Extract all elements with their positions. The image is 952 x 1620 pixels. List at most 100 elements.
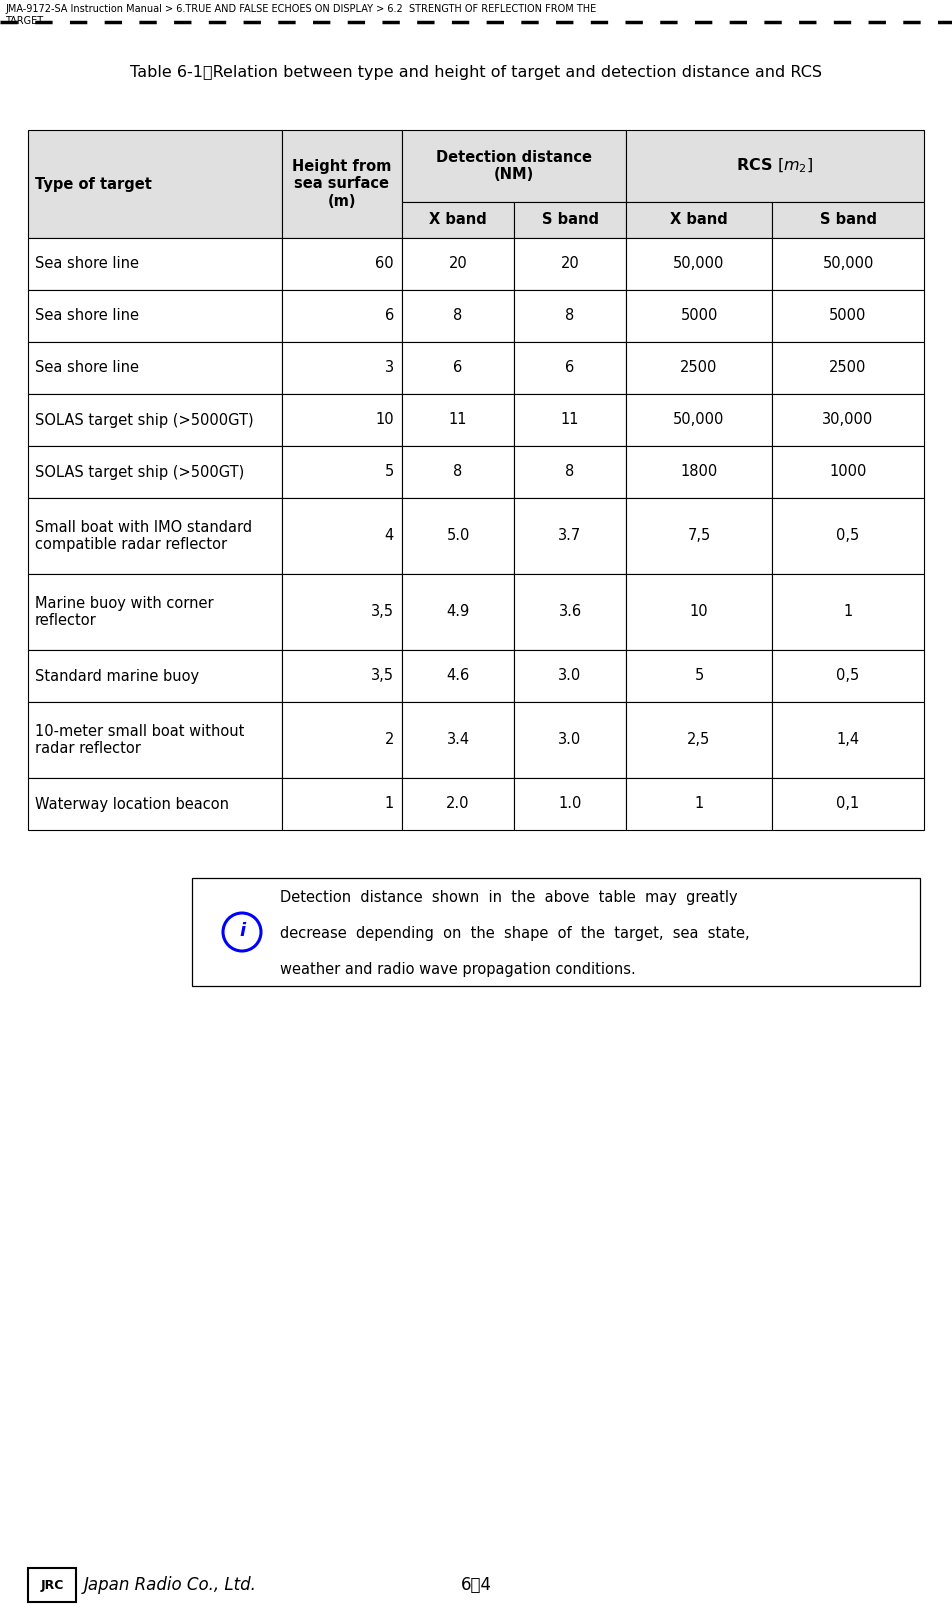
Bar (402, 238, 514, 290)
Bar (772, 650, 924, 701)
Text: 2500: 2500 (829, 361, 866, 376)
Text: Detection distance
(NM): Detection distance (NM) (436, 149, 592, 181)
Text: Height from
sea surface
(m): Height from sea surface (m) (292, 159, 391, 209)
Text: Sea shore line: Sea shore line (35, 361, 139, 376)
Text: 1: 1 (843, 604, 853, 619)
Text: X band: X band (670, 212, 728, 227)
Text: 10: 10 (689, 604, 708, 619)
Bar (772, 238, 924, 290)
Bar (28, 701, 282, 778)
Bar (402, 342, 514, 394)
Text: 2.0: 2.0 (446, 797, 469, 812)
Bar (626, 342, 772, 394)
Bar (626, 446, 772, 497)
Text: 3,5: 3,5 (371, 669, 394, 684)
Bar (28, 238, 282, 290)
Bar (626, 238, 772, 290)
Bar (772, 394, 924, 446)
Bar (28, 342, 282, 394)
Text: 5: 5 (385, 465, 394, 480)
Bar (514, 238, 626, 290)
Bar (282, 238, 402, 290)
Bar (626, 290, 772, 342)
Text: Small boat with IMO standard
compatible radar reflector: Small boat with IMO standard compatible … (35, 520, 252, 552)
Bar (772, 290, 924, 342)
Bar (626, 778, 772, 829)
Bar (626, 394, 772, 446)
Text: Japan Radio Co., Ltd.: Japan Radio Co., Ltd. (84, 1576, 257, 1594)
Bar (28, 130, 282, 238)
Bar (772, 202, 924, 238)
Text: 8: 8 (453, 308, 463, 324)
Text: RCS $[m_2]$: RCS $[m_2]$ (736, 157, 814, 175)
Bar (282, 130, 402, 238)
Bar (402, 650, 514, 701)
Text: 5000: 5000 (681, 308, 718, 324)
Text: 2: 2 (385, 732, 394, 747)
Text: 50,000: 50,000 (673, 413, 724, 428)
Circle shape (223, 914, 261, 951)
Bar (772, 497, 924, 573)
Bar (402, 573, 514, 650)
Bar (28, 497, 282, 573)
Text: Table 6-1：Relation between type and height of target and detection distance and : Table 6-1：Relation between type and heig… (130, 65, 822, 79)
Bar (514, 394, 626, 446)
Bar (282, 394, 402, 446)
Text: Sea shore line: Sea shore line (35, 308, 139, 324)
Bar (192, 878, 920, 987)
Text: Detection  distance  shown  in  the  above  table  may  greatly: Detection distance shown in the above ta… (280, 891, 738, 906)
Bar (772, 778, 924, 829)
Bar (402, 497, 514, 573)
Text: 3.4: 3.4 (446, 732, 469, 747)
Text: 6: 6 (385, 308, 394, 324)
Text: 8: 8 (565, 465, 575, 480)
Text: 0,1: 0,1 (837, 797, 860, 812)
Bar (626, 701, 772, 778)
Text: 60: 60 (375, 256, 394, 272)
Text: 11: 11 (448, 413, 467, 428)
Text: 5000: 5000 (829, 308, 866, 324)
Bar (626, 130, 924, 202)
Bar (282, 290, 402, 342)
Text: 3.6: 3.6 (559, 604, 582, 619)
Text: 30,000: 30,000 (823, 413, 874, 428)
Bar (282, 701, 402, 778)
Text: 7,5: 7,5 (687, 528, 710, 543)
Bar (28, 1568, 76, 1602)
Bar (626, 202, 772, 238)
Bar (402, 290, 514, 342)
Bar (514, 650, 626, 701)
Text: 50,000: 50,000 (673, 256, 724, 272)
Text: 0,5: 0,5 (837, 669, 860, 684)
Text: S band: S band (542, 212, 599, 227)
Text: 6: 6 (565, 361, 575, 376)
Bar (28, 650, 282, 701)
Bar (514, 290, 626, 342)
Bar (626, 573, 772, 650)
Text: 20: 20 (448, 256, 467, 272)
Bar (626, 497, 772, 573)
Bar (514, 778, 626, 829)
Text: Sea shore line: Sea shore line (35, 256, 139, 272)
Text: 5: 5 (694, 669, 704, 684)
Bar (28, 290, 282, 342)
Bar (282, 650, 402, 701)
Text: 1.0: 1.0 (558, 797, 582, 812)
Bar (402, 701, 514, 778)
Bar (514, 497, 626, 573)
Text: JMA-9172-SA Instruction Manual > 6.TRUE AND FALSE ECHOES ON DISPLAY > 6.2  STREN: JMA-9172-SA Instruction Manual > 6.TRUE … (5, 3, 596, 15)
Bar (402, 130, 626, 202)
Text: TARGET: TARGET (5, 16, 43, 26)
Text: 4: 4 (385, 528, 394, 543)
Text: SOLAS target ship (>5000GT): SOLAS target ship (>5000GT) (35, 413, 253, 428)
Bar (402, 446, 514, 497)
Bar (282, 573, 402, 650)
Bar (28, 573, 282, 650)
Text: Marine buoy with corner
reflector: Marine buoy with corner reflector (35, 596, 213, 629)
Text: S band: S band (820, 212, 877, 227)
Bar (28, 446, 282, 497)
Bar (28, 778, 282, 829)
Bar (626, 650, 772, 701)
Bar (402, 202, 514, 238)
Bar (514, 342, 626, 394)
